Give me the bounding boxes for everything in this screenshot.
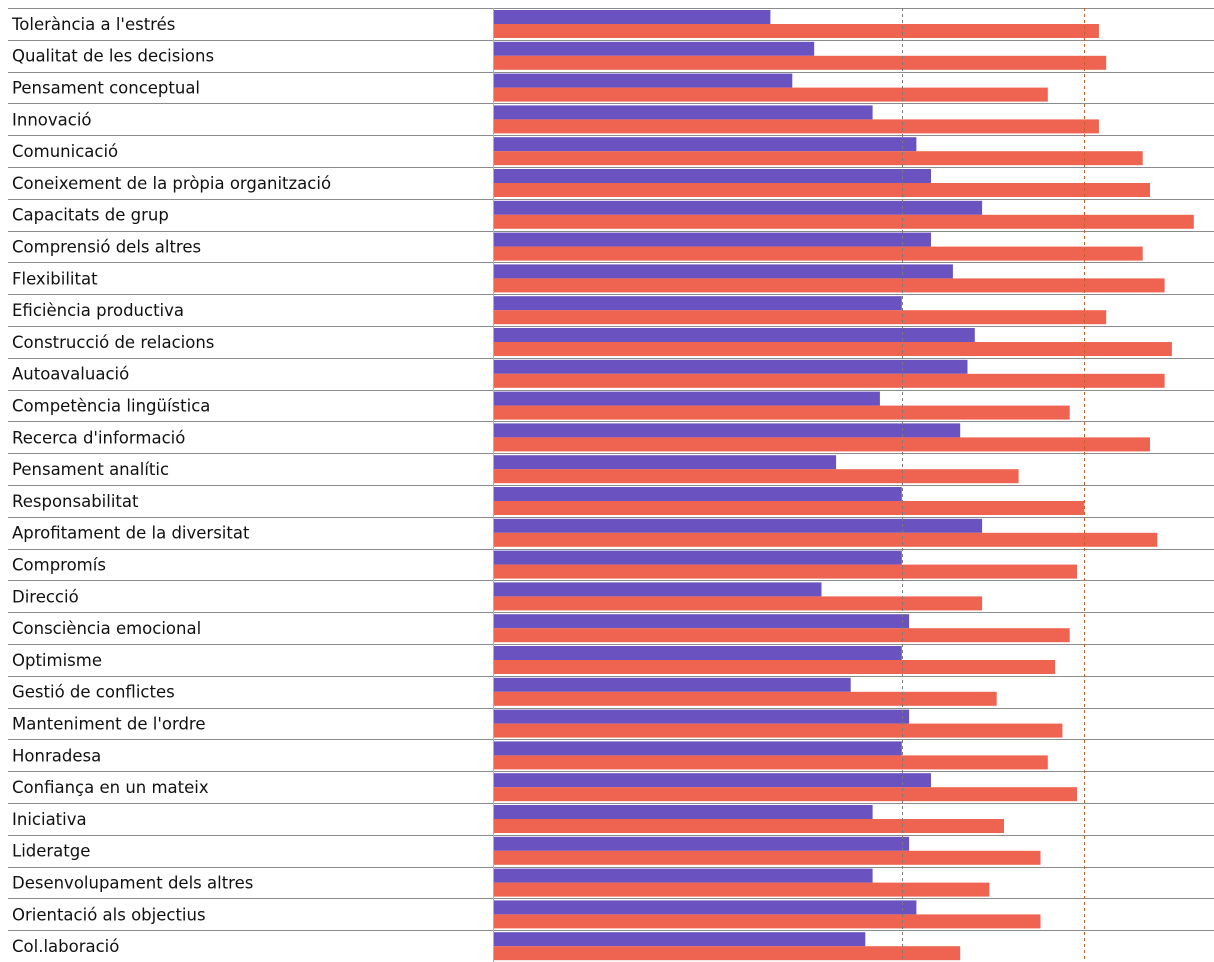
category-label: Recerca d'informació <box>12 428 185 447</box>
bar-series-1 <box>493 232 931 247</box>
category-label: Desenvolupament dels altres <box>12 874 253 893</box>
bar-series-2 <box>493 214 1194 229</box>
bar-series-1 <box>493 836 910 851</box>
bar-series-2 <box>493 819 1004 833</box>
bar-series-2 <box>493 310 1107 325</box>
bar-series-1 <box>493 709 910 724</box>
bar-series-2 <box>493 532 1158 547</box>
bar-series-1 <box>493 550 902 565</box>
bar-series-1 <box>493 391 880 406</box>
bar-series-2 <box>493 691 997 706</box>
bar-series-2 <box>493 405 1070 420</box>
bar-series-1 <box>493 105 873 120</box>
category-label: Confiança en un mateix <box>12 778 209 797</box>
bar-series-1 <box>493 773 931 788</box>
bar-series-2 <box>493 469 1019 484</box>
bar-series-1 <box>493 868 873 883</box>
category-label: Compromís <box>12 556 106 575</box>
bar-series-1 <box>493 10 771 24</box>
category-label: Col.laboració <box>12 937 119 956</box>
bar-series-1 <box>493 328 975 342</box>
bar-series-2 <box>493 946 961 961</box>
category-label: Construcció de relacions <box>12 333 214 352</box>
bar-series-1 <box>493 73 793 88</box>
category-label: Pensament conceptual <box>12 79 200 98</box>
category-label: Coneixement de la pròpia organització <box>12 174 331 193</box>
bar-series-1 <box>493 741 902 756</box>
bar-series-2 <box>493 183 1150 197</box>
bar-series-1 <box>493 582 822 597</box>
reference-lines <box>493 8 1085 962</box>
bar-series-1 <box>493 296 902 311</box>
category-label: Direcció <box>12 587 79 606</box>
category-label: Pensament analític <box>12 460 169 479</box>
bar-series-2 <box>493 151 1143 166</box>
category-label: Optimisme <box>12 651 102 670</box>
bar-series-1 <box>493 614 910 629</box>
bar-series-1 <box>493 137 917 152</box>
category-label: Gestió de conflictes <box>12 683 175 702</box>
bar-series-2 <box>493 501 1085 515</box>
bar-series-2 <box>493 373 1165 388</box>
bar-series-1 <box>493 359 968 374</box>
bar-series-1 <box>493 169 931 183</box>
bar-series-2 <box>493 628 1070 643</box>
category-label: Capacitats de grup <box>12 206 169 225</box>
category-label: Comprensió dels altres <box>12 238 201 257</box>
row-separators <box>8 8 1214 931</box>
category-label: Competència lingüística <box>12 397 210 416</box>
bar-series-2 <box>493 119 1099 134</box>
category-label: Aprofitament de la diversitat <box>12 524 250 543</box>
category-label: Flexibilitat <box>12 269 98 288</box>
bar-series-2 <box>493 850 1041 865</box>
category-label: Innovació <box>12 110 92 129</box>
category-label: Autoavaluació <box>12 365 129 384</box>
bar-series-2 <box>493 564 1077 579</box>
bar-series-1 <box>493 455 837 470</box>
category-label: Consciència emocional <box>12 619 201 638</box>
category-labels: Tolerància a l'estrés Qualitat de les dec… <box>11 15 331 956</box>
bar-series-2 <box>493 914 1041 929</box>
category-label: Eficiència productiva <box>12 301 184 320</box>
bar-series-2 <box>493 246 1143 261</box>
bar-series-1 <box>493 200 983 215</box>
category-label: Comunicació <box>12 142 118 161</box>
bars <box>493 10 1194 961</box>
bar-series-1 <box>493 518 983 533</box>
category-label: Orientació als objectius <box>12 905 206 924</box>
bar-series-2 <box>493 278 1165 293</box>
bar-series-2 <box>493 437 1150 452</box>
bar-series-1 <box>493 646 902 660</box>
bar-series-1 <box>493 487 902 501</box>
bar-series-2 <box>493 87 1048 102</box>
category-label: Manteniment de l'ordre <box>12 715 206 734</box>
bar-series-1 <box>493 932 866 947</box>
category-label: Lideratge <box>12 842 90 861</box>
bar-series-2 <box>493 596 983 611</box>
bar-series-2 <box>493 787 1077 802</box>
bar-series-2 <box>493 660 1056 674</box>
bar-series-2 <box>493 55 1107 70</box>
bar-series-2 <box>493 882 990 897</box>
category-label: Honradesa <box>12 746 101 765</box>
bar-series-1 <box>493 423 961 438</box>
bar-series-2 <box>493 342 1172 356</box>
category-label: Iniciativa <box>12 810 87 829</box>
category-label: Tolerància a l'estrés <box>11 15 175 34</box>
bar-series-1 <box>493 264 953 279</box>
bar-series-1 <box>493 900 917 915</box>
bar-series-2 <box>493 24 1099 38</box>
bar-series-1 <box>493 805 873 819</box>
bar-series-2 <box>493 755 1048 770</box>
bar-series-1 <box>493 677 851 692</box>
category-label: Qualitat de les decisions <box>12 47 214 66</box>
bar-series-2 <box>493 723 1063 738</box>
category-label: Responsabilitat <box>12 492 139 511</box>
bar-series-1 <box>493 41 815 56</box>
